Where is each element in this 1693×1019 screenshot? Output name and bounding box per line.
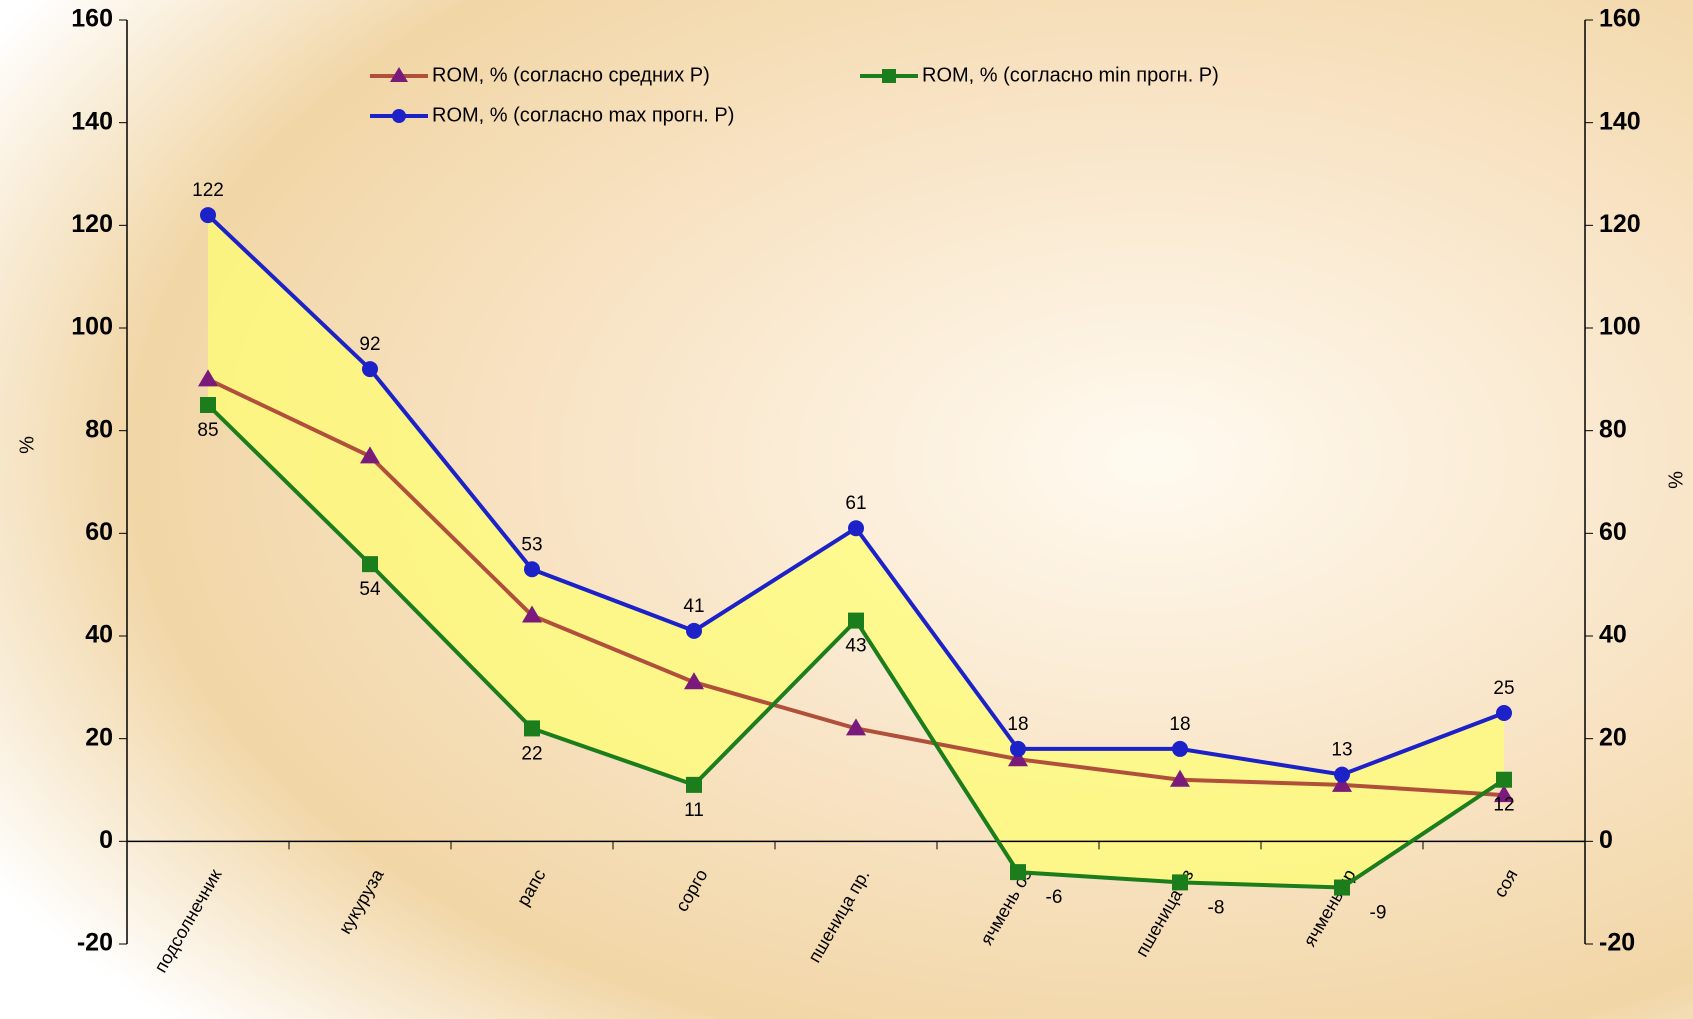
- legend-marker: [882, 69, 896, 83]
- marker: [848, 612, 864, 629]
- data-label: 22: [521, 743, 542, 764]
- range-band: [208, 215, 1504, 888]
- y-axis-title: %: [16, 436, 38, 454]
- marker: [1010, 740, 1026, 757]
- marker: [200, 207, 216, 224]
- marker: [362, 361, 378, 378]
- data-label: 11: [684, 800, 704, 821]
- data-label: 92: [359, 334, 380, 355]
- marker: [362, 556, 378, 573]
- marker: [1172, 874, 1188, 891]
- y-tick-label: 160: [71, 5, 113, 33]
- y2-tick-label: 0: [1599, 826, 1613, 854]
- data-label: 43: [845, 636, 866, 657]
- marker: [1334, 879, 1350, 896]
- legend-label: ROM, % (согласно max прогн. Р): [432, 104, 734, 126]
- marker: [1334, 766, 1350, 783]
- marker: [524, 720, 540, 737]
- y2-axis-title: %: [1665, 471, 1687, 489]
- marker: [522, 605, 542, 623]
- data-label: 54: [359, 579, 381, 600]
- marker: [686, 776, 702, 793]
- y2-tick-label: 100: [1599, 313, 1641, 341]
- data-label: 25: [1493, 678, 1514, 699]
- marker: [360, 446, 380, 464]
- data-label: 85: [197, 420, 218, 441]
- y2-tick-label: 80: [1599, 415, 1627, 443]
- data-label: 12: [1493, 795, 1514, 816]
- marker: [1332, 774, 1352, 792]
- marker: [1494, 785, 1514, 803]
- marker: [1010, 864, 1026, 881]
- data-label: 13: [1331, 740, 1352, 761]
- marker: [1008, 749, 1028, 767]
- y2-tick-label: 140: [1599, 107, 1641, 135]
- data-label: 53: [521, 534, 542, 555]
- marker: [200, 397, 216, 413]
- data-label: 18: [1007, 714, 1028, 735]
- y-tick-label: 60: [85, 518, 113, 546]
- data-label: -8: [1208, 897, 1225, 918]
- marker: [848, 520, 864, 537]
- y2-tick-label: 160: [1599, 5, 1641, 33]
- y-tick-label: 100: [71, 313, 113, 341]
- marker: [1172, 740, 1188, 757]
- y-tick-label: -20: [77, 929, 113, 957]
- legend-marker: [392, 109, 406, 123]
- data-label: -9: [1370, 903, 1387, 924]
- legend-marker: [390, 67, 408, 82]
- y2-tick-label: 20: [1599, 723, 1627, 751]
- y-tick-label: 20: [85, 723, 113, 751]
- y2-tick-label: 120: [1599, 210, 1641, 238]
- y-tick-label: 140: [71, 107, 113, 135]
- marker: [524, 561, 540, 578]
- y2-tick-label: 60: [1599, 518, 1627, 546]
- legend-label: ROM, % (согласно min прогн. Р): [922, 64, 1219, 86]
- y-tick-label: 80: [85, 415, 113, 443]
- legend-label: ROM, % (согласно средних Р): [432, 64, 710, 86]
- marker: [846, 718, 866, 736]
- marker: [684, 672, 704, 690]
- data-label: 41: [683, 596, 704, 617]
- data-label: -6: [1046, 887, 1063, 908]
- y2-tick-label: 40: [1599, 621, 1627, 649]
- data-label: 122: [192, 180, 224, 201]
- marker: [198, 369, 218, 387]
- marker: [686, 622, 702, 639]
- marker: [1496, 705, 1512, 721]
- y2-tick-label: -20: [1599, 929, 1635, 957]
- y-tick-label: 120: [71, 210, 113, 238]
- data-label: 18: [1169, 714, 1190, 735]
- marker: [1496, 771, 1512, 788]
- y-tick-label: 0: [99, 826, 113, 854]
- y-tick-label: 40: [85, 621, 113, 649]
- marker: [1170, 769, 1190, 787]
- data-label: 61: [845, 493, 866, 514]
